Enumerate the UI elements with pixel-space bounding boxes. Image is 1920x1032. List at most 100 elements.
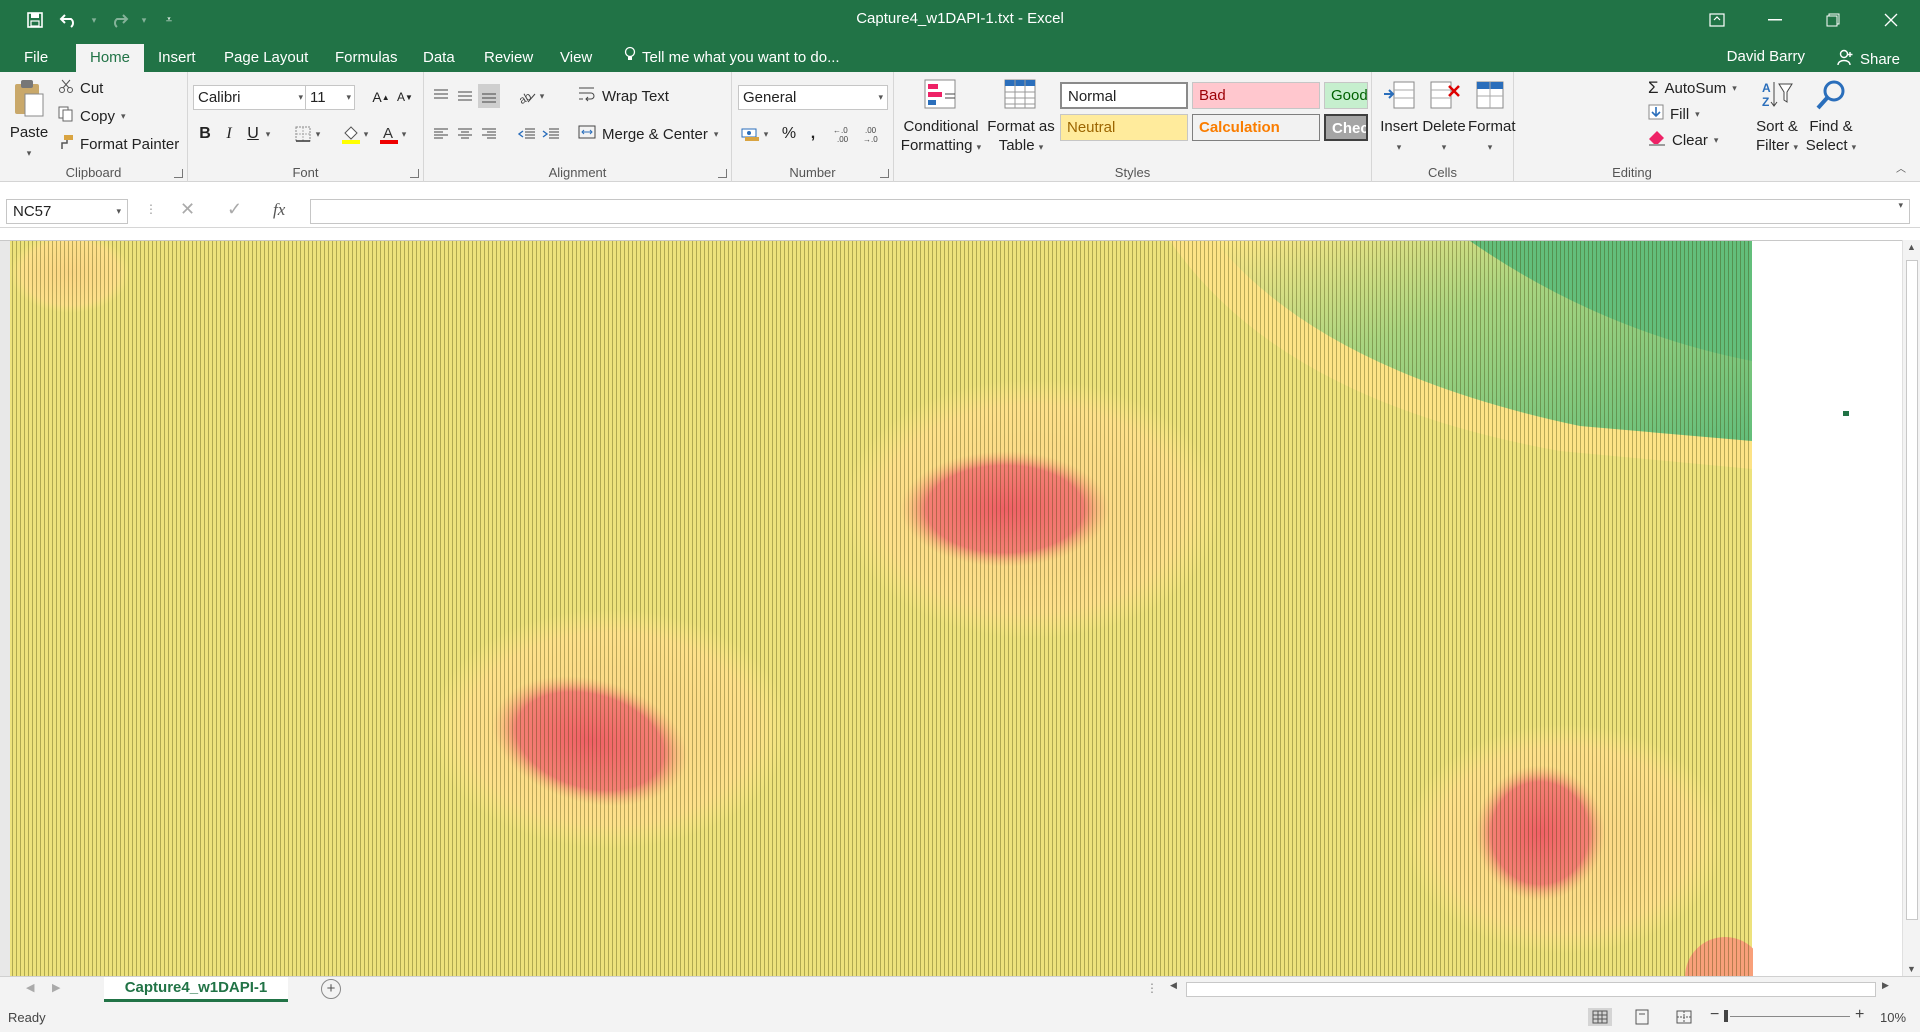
align-left-icon[interactable] — [430, 122, 452, 146]
bold-button[interactable]: B — [199, 125, 211, 142]
accounting-dropdown-icon[interactable]: ▾ — [763, 128, 769, 139]
alignment-launcher-icon[interactable] — [718, 169, 727, 178]
tab-home[interactable]: Home — [76, 44, 145, 72]
zoom-slider[interactable] — [1730, 1016, 1850, 1017]
decrease-font-size-icon[interactable]: A ▼ — [397, 90, 413, 104]
merge-dropdown-icon[interactable]: ▾ — [713, 128, 719, 139]
vertical-scroll-thumb[interactable] — [1906, 260, 1918, 920]
next-sheet-icon[interactable]: ▶ — [52, 982, 61, 994]
expand-formula-bar-icon[interactable]: ▾ — [1898, 200, 1903, 210]
decrease-decimal-icon[interactable]: .00 →.0 — [862, 122, 890, 146]
align-center-icon[interactable] — [454, 122, 476, 146]
fill-button[interactable]: Fill ▾ — [1648, 104, 1700, 124]
number-launcher-icon[interactable] — [880, 169, 889, 178]
collapse-ribbon-icon[interactable]: ︿ — [1896, 164, 1906, 175]
style-normal[interactable]: Normal — [1060, 82, 1188, 109]
font-size-select[interactable]: 11 ▾ — [305, 85, 355, 110]
format-painter-button[interactable]: Format Painter — [58, 134, 179, 154]
increase-decimal-icon[interactable]: ←.0.00 — [832, 122, 860, 146]
cancel-entry-icon[interactable]: ✕ — [180, 199, 196, 219]
clipboard-launcher-icon[interactable] — [174, 169, 183, 178]
font-color-dropdown-icon[interactable]: ▾ — [401, 128, 407, 139]
scroll-down-icon[interactable]: ▼ — [1907, 964, 1916, 974]
style-neutral[interactable]: Neutral — [1060, 114, 1188, 141]
zoom-in-icon[interactable]: + — [1855, 1006, 1865, 1023]
undo-icon[interactable] — [54, 6, 84, 34]
page-layout-view-icon[interactable] — [1630, 1008, 1654, 1029]
orientation-icon[interactable]: ab — [516, 84, 538, 108]
align-top-icon[interactable] — [430, 84, 452, 108]
redo-icon[interactable] — [104, 6, 134, 34]
confirm-entry-icon[interactable]: ✓ — [227, 199, 243, 219]
fill-color-dropdown-icon[interactable]: ▾ — [363, 128, 369, 139]
align-bottom-icon[interactable] — [478, 84, 500, 108]
conditional-formatting-button[interactable]: Conditional Formatting ▾ — [900, 78, 982, 157]
copy-dropdown-icon[interactable]: ▾ — [121, 110, 126, 121]
sheet-tab-capture4[interactable]: Capture4_w1DAPI-1 — [104, 977, 288, 1002]
normal-view-icon[interactable] — [1588, 1008, 1612, 1026]
percent-button[interactable]: % — [781, 125, 797, 142]
more-dots-icon[interactable]: ⋮ — [145, 202, 157, 216]
customize-qat-icon[interactable]: ⩡ — [165, 13, 173, 26]
tell-me-box[interactable]: Tell me what you want to do... — [614, 44, 850, 72]
vertical-scrollbar[interactable]: ▲ ▼ — [1902, 240, 1920, 976]
insert-function-button[interactable]: fx — [273, 200, 286, 219]
increase-indent-icon[interactable] — [540, 122, 562, 146]
merge-center-button[interactable]: Merge & Center ▾ — [578, 124, 718, 144]
style-check-cell[interactable]: Check Cell — [1324, 114, 1368, 141]
style-good[interactable]: Good — [1324, 82, 1368, 109]
comma-button[interactable]: , — [810, 125, 816, 142]
scroll-right-icon[interactable]: ▶ — [1882, 980, 1889, 990]
horizontal-scroll-thumb[interactable] — [1186, 982, 1876, 997]
share-button[interactable]: Share — [1836, 48, 1900, 70]
minimize-icon[interactable] — [1746, 0, 1804, 40]
borders-icon[interactable] — [292, 122, 314, 146]
new-sheet-icon[interactable]: + — [321, 979, 341, 999]
zoom-slider-thumb[interactable] — [1724, 1010, 1728, 1022]
redo-dropdown-icon[interactable]: ▾ — [141, 14, 147, 25]
prev-sheet-icon[interactable]: ◀ — [26, 982, 35, 994]
borders-dropdown-icon[interactable]: ▾ — [315, 128, 321, 139]
font-name-select[interactable]: Calibri ▾ — [193, 85, 307, 110]
insert-cells-button[interactable]: Insert ▾ — [1378, 78, 1420, 157]
copy-button[interactable]: Copy ▾ — [58, 106, 126, 126]
tab-split-handle-icon[interactable]: ⋮ — [1146, 981, 1158, 995]
autosum-dropdown-icon[interactable]: ▾ — [1732, 82, 1737, 93]
name-box[interactable]: NC57 ▾ — [6, 199, 128, 224]
restore-icon[interactable] — [1804, 0, 1862, 40]
cut-button[interactable]: Cut — [58, 78, 103, 98]
undo-dropdown-icon[interactable]: ▾ — [91, 14, 97, 25]
fill-dropdown-icon[interactable]: ▾ — [1695, 108, 1700, 119]
tab-file[interactable]: File — [24, 49, 49, 66]
zoom-out-icon[interactable]: − — [1710, 1006, 1720, 1023]
orientation-dropdown-icon[interactable]: ▾ — [539, 90, 545, 101]
underline-button[interactable]: U — [247, 125, 259, 142]
autosum-button[interactable]: Σ AutoSum ▾ — [1648, 78, 1737, 98]
close-icon[interactable] — [1862, 0, 1920, 40]
paste-dropdown-icon[interactable]: ▾ — [26, 148, 32, 158]
zoom-level[interactable]: 10% — [1880, 1010, 1907, 1025]
paste-button[interactable]: Paste ▾ — [6, 78, 52, 163]
find-select-button[interactable]: Find & Select ▾ — [1804, 78, 1858, 157]
decrease-indent-icon[interactable] — [516, 122, 538, 146]
tab-data[interactable]: Data — [423, 49, 455, 66]
increase-font-size-icon[interactable]: A ▲ — [372, 89, 390, 105]
accounting-format-icon[interactable] — [740, 122, 762, 146]
tab-insert[interactable]: Insert — [158, 49, 196, 66]
align-middle-icon[interactable] — [454, 84, 476, 108]
format-as-table-button[interactable]: Format as Table ▾ — [984, 78, 1058, 157]
user-name[interactable]: David Barry — [1726, 48, 1805, 65]
delete-cells-button[interactable]: Delete ▾ — [1422, 78, 1466, 157]
font-launcher-icon[interactable] — [410, 169, 419, 178]
align-right-icon[interactable] — [478, 122, 500, 146]
wrap-text-button[interactable]: Wrap Text — [578, 86, 669, 106]
tab-page-layout[interactable]: Page Layout — [224, 49, 309, 66]
clear-dropdown-icon[interactable]: ▾ — [1713, 134, 1719, 145]
ribbon-display-options-icon[interactable] — [1688, 0, 1746, 40]
font-color-icon[interactable]: A — [378, 122, 400, 146]
fill-color-icon[interactable] — [340, 122, 362, 146]
style-bad[interactable]: Bad — [1192, 82, 1320, 109]
italic-button[interactable]: I — [226, 125, 232, 142]
clear-button[interactable]: Clear ▾ — [1648, 130, 1718, 150]
page-break-view-icon[interactable] — [1672, 1008, 1696, 1029]
